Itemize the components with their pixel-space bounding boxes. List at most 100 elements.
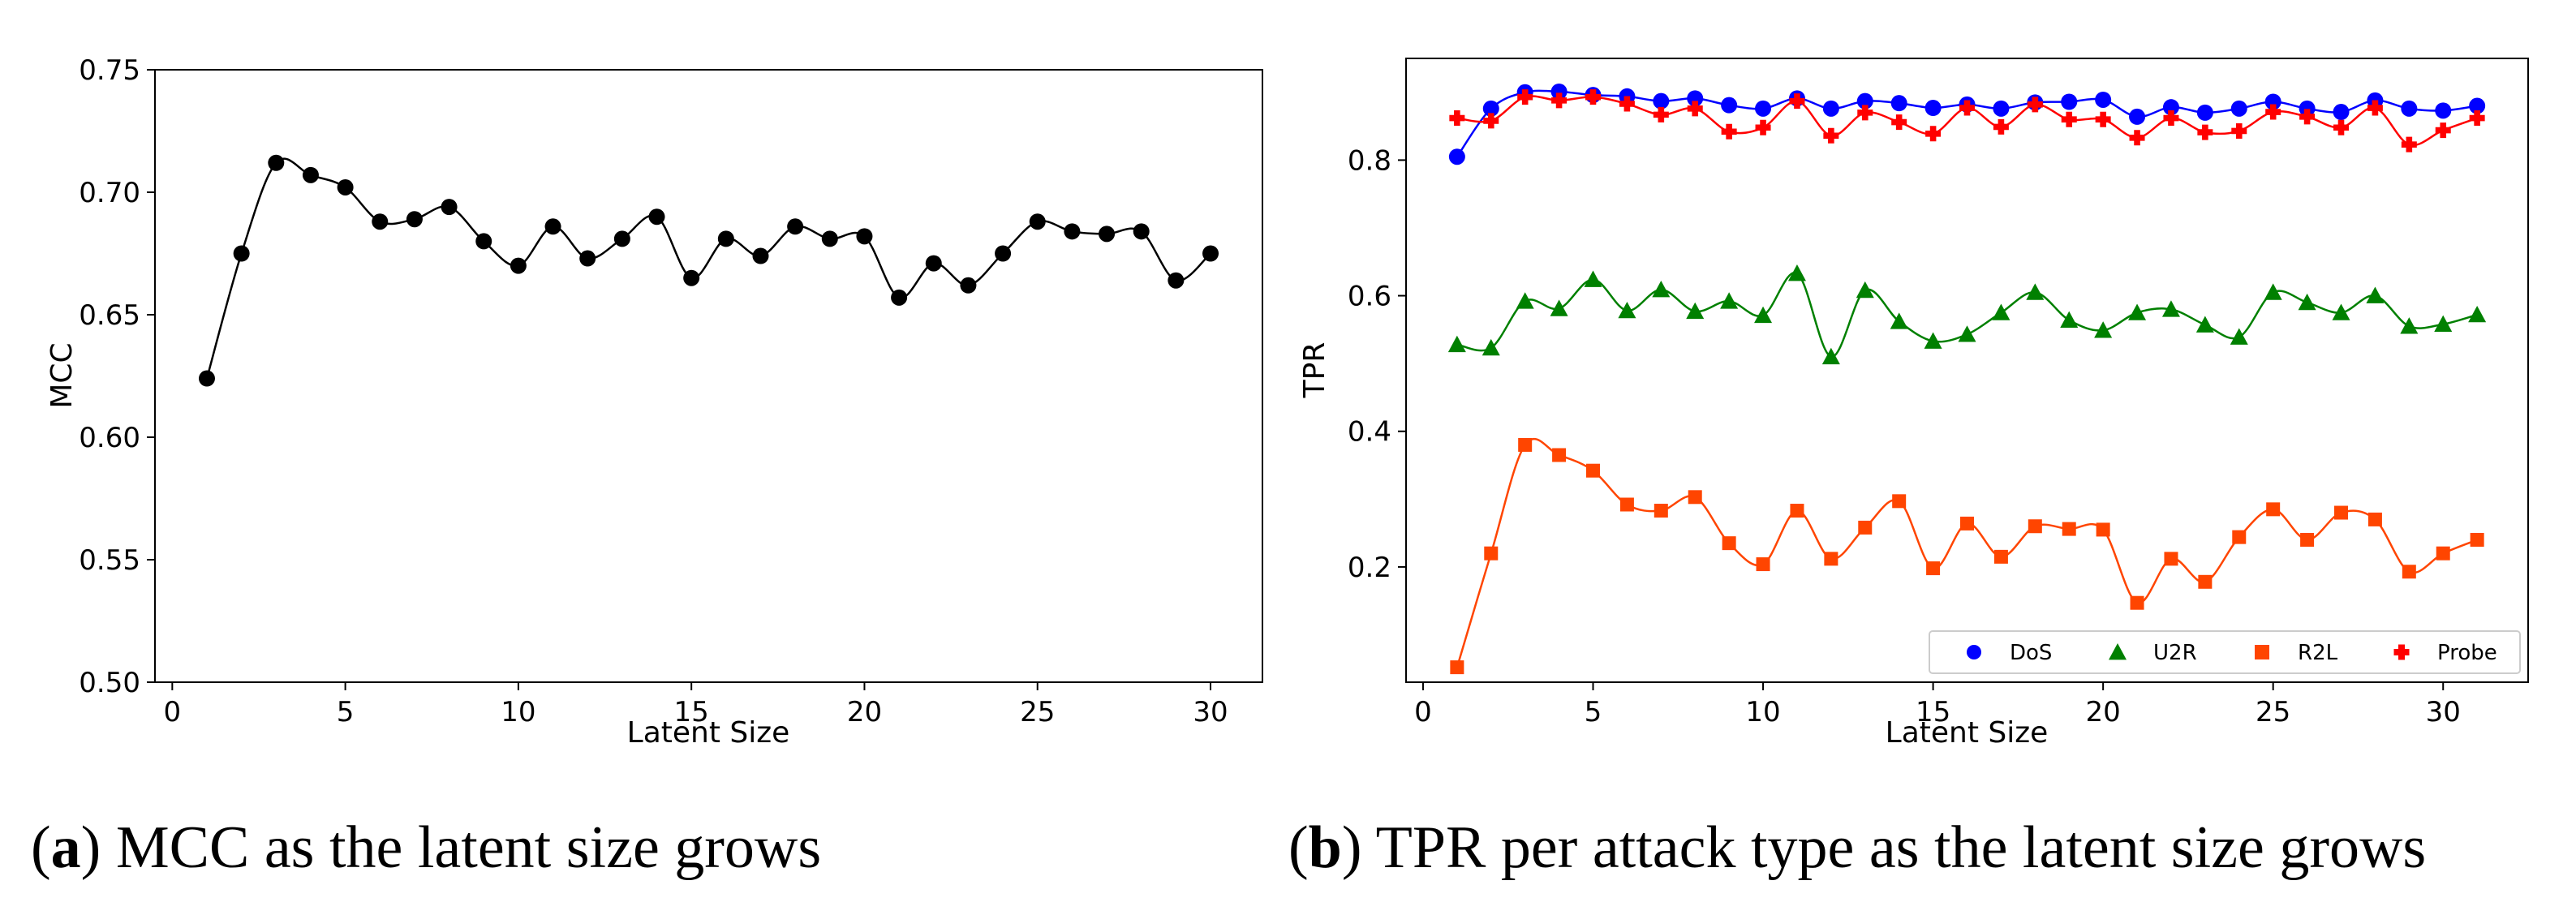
data-point-probe [1585,89,1601,105]
data-point-dos [2264,93,2281,110]
data-point-probe [1551,92,1568,109]
legend-box [1929,630,2521,674]
y-tick-label: 0.55 [79,544,140,577]
data-point-r2l [1619,497,1634,512]
data-point-u2r [1618,301,1636,319]
data-point-probe [1483,113,1499,129]
data-point-r2l [2062,522,2076,536]
data-point-r2l [2266,502,2281,517]
data-point-u2r [1584,270,1602,287]
data-point-dos [2299,100,2316,117]
data-point-r2l [1722,536,1736,551]
legend-label-u2r: U2R [2153,641,2197,665]
x-tick-label: 5 [1585,696,1602,728]
data-point-u2r [1787,264,1806,281]
caption-b-letter: b [1308,814,1342,881]
data-point-dos [1755,100,1772,117]
data-point-u2r [1516,292,1534,309]
x-tick-label: 0 [164,696,182,728]
data-point-u2r [2468,305,2487,323]
data-point-r2l [1790,504,1804,518]
data-point-mcc [1133,223,1150,240]
data-point-mcc [337,178,354,195]
data-point-u2r [2230,328,2248,345]
x-tick-label: 30 [2426,696,2461,728]
data-point-probe [1449,110,1465,127]
plot-frame [154,69,1263,683]
y-tick-label: 0.8 [1348,144,1391,177]
x-tick-label: 25 [2256,696,2290,728]
data-point-mcc [683,269,700,286]
data-point-u2r [1890,312,1908,329]
data-point-r2l [1926,561,1941,576]
data-point-dos [1856,92,1873,110]
legend-marker-u2r [2109,643,2127,660]
x-axis-label: Latent Size [627,716,790,750]
legend-marker-dos [1967,645,1981,659]
caption-b-text: TPR per attack type as the latent size g… [1375,814,2427,881]
data-point-mcc [960,277,977,294]
y-tick-label: 0.6 [1348,281,1391,313]
data-point-probe [1823,127,1839,144]
series-line-mcc [205,157,1211,379]
data-point-mcc [544,218,561,235]
data-point-dos [2129,108,2146,125]
legend-label-probe: Probe [2437,641,2497,665]
data-point-dos [1653,92,1670,110]
x-tick-label: 10 [501,696,535,728]
data-point-u2r [2298,293,2316,311]
data-point-dos [2162,99,2179,116]
data-point-mcc [821,230,838,247]
data-point-mcc [510,257,527,274]
x-tick-label: 25 [1020,696,1055,728]
series-line-u2r [1456,271,2478,359]
data-point-mcc [891,289,908,306]
data-point-r2l [2028,519,2042,534]
data-point-probe [2469,110,2485,127]
data-point-probe [1755,119,1771,135]
legend-label-dos: DoS [2010,641,2052,665]
data-point-u2r [1482,338,1500,356]
data-point-u2r [1720,292,1739,309]
data-point-u2r [2400,317,2419,334]
data-point-dos [2196,104,2213,121]
data-point-u2r [2434,315,2453,333]
data-point-dos [1890,95,1907,112]
data-point-dos [1448,148,1465,165]
y-tick-label: 0.70 [79,177,140,209]
data-point-mcc [372,213,389,230]
data-point-probe [2061,111,2077,127]
data-point-r2l [1858,520,1873,535]
data-point-r2l [2198,574,2213,589]
data-point-mcc [1099,226,1116,243]
data-point-u2r [2161,300,2180,317]
data-point-r2l [2164,552,2178,566]
data-point-u2r [1550,299,1568,316]
caption-a: (a) MCC as the latent size grows [31,814,822,881]
data-point-probe [1721,123,1737,140]
data-point-mcc [441,199,458,216]
plot-frame [1405,58,2529,683]
data-point-r2l [2334,505,2348,520]
y-tick-label: 0.65 [79,299,140,332]
data-point-r2l [2130,595,2144,610]
data-point-probe [1687,101,1703,117]
data-point-probe [2197,124,2213,140]
y-tick-label: 0.60 [79,422,140,454]
data-point-mcc [198,370,215,387]
data-point-dos [1550,83,1568,100]
data-point-u2r [2366,286,2385,303]
data-point-r2l [1552,448,1567,462]
x-tick-label: 15 [674,696,709,728]
data-point-probe [1925,126,1942,142]
data-point-u2r [1447,335,1466,353]
data-point-dos [2061,93,2078,110]
data-point-probe [1789,93,1805,110]
data-point-mcc [925,255,942,272]
y-axis-label: MCC [45,342,79,408]
data-point-u2r [1754,306,1773,324]
data-point-u2r [2332,303,2350,320]
data-point-probe [2163,110,2179,127]
data-point-probe [1857,105,1873,121]
data-point-mcc [995,245,1012,262]
